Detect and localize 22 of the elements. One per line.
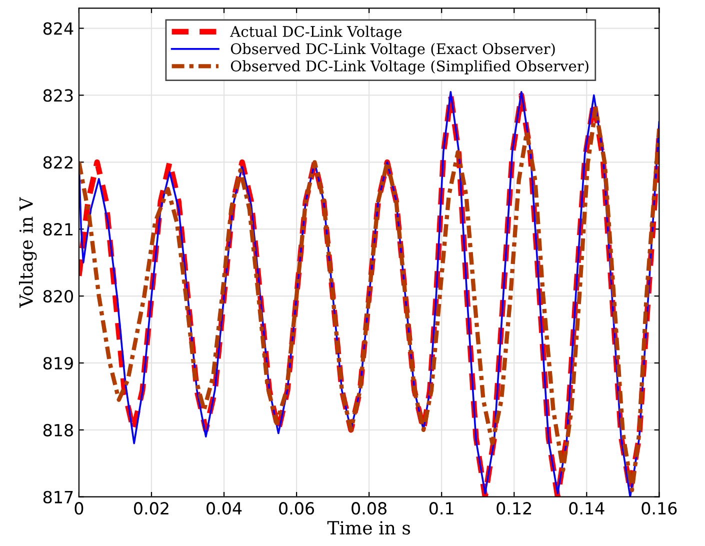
y-tick-label: 823: [43, 89, 73, 102]
legend-label: Observed DC-Link Voltage (Exact Observer): [230, 42, 555, 58]
y-tick-label: 824: [43, 22, 74, 35]
x-tick-label: 0.04: [206, 502, 242, 515]
legend-label: Actual DC-Link Voltage: [230, 26, 402, 40]
legend-label: Observed DC-Link Voltage (Simplified Observer): [230, 60, 588, 75]
x-axis-title: Time in s: [327, 521, 410, 535]
x-tick-label: 0.12: [496, 502, 532, 515]
x-tick-label: 0: [74, 502, 84, 515]
x-tick-label: 0.1: [429, 502, 454, 515]
y-axis-title: Voltage in V: [19, 197, 37, 308]
y-tick-label: 818: [43, 424, 73, 436]
y-tick-label: 820: [43, 290, 73, 303]
x-tick-label: 0.16: [642, 502, 677, 515]
y-tick-label: 822: [43, 156, 72, 169]
x-tick-label: 0.14: [569, 502, 604, 515]
y-tick-label: 819: [43, 356, 73, 370]
x-tick-label: 0.08: [352, 502, 386, 515]
x-tick-label: 0.02: [134, 502, 168, 515]
y-tick-label: 821: [43, 223, 73, 236]
x-tick-label: 0.06: [279, 502, 314, 515]
y-tick-label: 817: [43, 490, 73, 504]
